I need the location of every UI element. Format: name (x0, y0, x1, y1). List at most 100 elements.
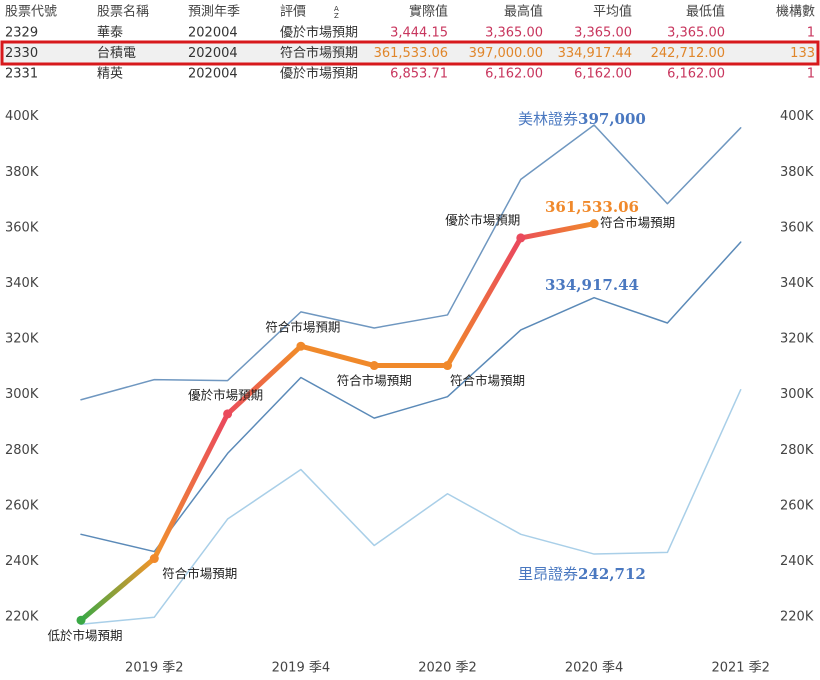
annotation: 美林證券397,000 (518, 110, 646, 128)
y2-tick-label: 260K (780, 498, 814, 513)
series-line (80, 241, 742, 553)
data-point (516, 233, 526, 243)
y-tick-label: 380K (5, 165, 39, 180)
rating-label: 符合市場預期 (600, 215, 675, 230)
column-header: 股票代號 (5, 5, 57, 20)
table-cell: 優於市場預期 (280, 25, 358, 41)
data-point (296, 341, 306, 351)
y-tick-label: 360K (5, 220, 39, 235)
y2-tick-label: 380K (780, 165, 814, 180)
annotation-value: 334,917.44 (545, 276, 639, 294)
table-cell: 2330 (5, 46, 38, 61)
rating-label: 優於市場預期 (445, 212, 520, 227)
data-point (589, 219, 599, 229)
table-cell: 1 (807, 26, 815, 41)
y2-tick-label: 240K (780, 554, 814, 569)
x-tick-label: 2020 季2 (418, 661, 477, 676)
y2-tick-label: 220K (780, 610, 814, 625)
rating-label: 優於市場預期 (188, 387, 263, 402)
table-row: 2330 台積電 202004 符合市場預期 361,533.06 397,000.00 3… (5, 45, 815, 61)
rating-label: 符合市場預期 (265, 320, 340, 335)
rating-label: 低於市場預期 (47, 628, 122, 643)
table-cell: 202004 (188, 67, 238, 82)
series-line (80, 388, 742, 626)
rating-label: 符合市場預期 (162, 566, 237, 581)
y2-tick-label: 320K (780, 332, 814, 347)
table-row: 2329 華泰 202004 優於市場預期 3,444.15 3,365.00 3,365.… (5, 25, 815, 41)
x-tick-label: 2019 季2 (125, 661, 184, 676)
data-point (223, 409, 233, 419)
table-cell: 3,365.00 (485, 26, 543, 41)
y2-tick-label: 360K (780, 220, 814, 235)
table-cell: 3,365.00 (667, 26, 725, 41)
table: 股票代號 股票名稱 預測年季 評價 實際值 最高值 平均值 最低值 機構數 2329 華泰 20200… (5, 4, 815, 82)
svg-text:A: A (334, 5, 339, 13)
table-cell: 202004 (188, 26, 238, 41)
rating-label: 符合市場預期 (450, 373, 525, 388)
table-cell: 361,533.06 (374, 46, 448, 61)
table-cell: 6,162.00 (667, 67, 725, 82)
column-header: 機構數 (776, 5, 815, 20)
y2-tick-label: 400K (780, 109, 814, 124)
table-cell: 133 (790, 46, 815, 61)
y-tick-label: 320K (5, 332, 39, 347)
x-tick-label: 2019 季4 (272, 661, 331, 676)
table-cell: 台積電 (97, 46, 136, 61)
y-tick-label: 300K (5, 387, 39, 402)
series-line (80, 124, 742, 401)
x-tick-label: 2021 季2 (711, 661, 770, 676)
sort-icon: A Z (334, 5, 339, 20)
y-tick-label: 220K (5, 610, 39, 625)
column-header: 預測年季 (188, 5, 240, 20)
data-point (443, 361, 452, 371)
annotation-value: 242,712 (578, 565, 646, 583)
y-tick-label: 260K (5, 498, 39, 513)
column-header: 最高值 (504, 4, 543, 20)
data-point (369, 361, 379, 371)
y2-tick-label: 300K (780, 387, 814, 402)
table-cell: 符合市場預期 (280, 45, 358, 61)
table-cell: 397,000.00 (469, 46, 543, 61)
table-cell: 6,162.00 (485, 67, 543, 82)
annotation-value: 397,000 (578, 110, 646, 128)
y2-tick-label: 280K (780, 443, 814, 458)
annotation: 334,917.44 (545, 276, 639, 294)
row-highlight (0, 40, 820, 66)
column-header: 實際值 (409, 4, 448, 20)
table-cell: 3,365.00 (574, 26, 632, 41)
table-cell: 202004 (188, 46, 238, 61)
table-cell: 1 (807, 67, 815, 82)
table-cell: 3,444.15 (390, 26, 448, 41)
data-point (76, 615, 86, 625)
column-header: 最低值 (686, 4, 725, 20)
table-cell: 2331 (5, 67, 38, 82)
table-cell: 精英 (97, 67, 123, 82)
y-tick-label: 340K (5, 276, 39, 291)
y-tick-label: 400K (5, 109, 39, 124)
y2-tick-label: 340K (780, 276, 814, 291)
table-cell: 334,917.44 (558, 46, 632, 61)
rating-label: 符合市場預期 (337, 373, 412, 388)
annotation-label: 美林證券 (518, 110, 578, 128)
table-cell: 優於市場預期 (280, 66, 358, 82)
y-tick-label: 240K (5, 554, 39, 569)
column-header: 評價 (280, 5, 306, 20)
table-row: 2331 精英 202004 優於市場預期 6,853.71 6,162.00 6,162.… (5, 66, 815, 82)
svg-text:Z: Z (334, 12, 339, 20)
data-point (149, 554, 159, 564)
annotation-value: 361,533.06 (545, 198, 639, 216)
series-line (78, 221, 597, 623)
table-cell: 6,853.71 (390, 67, 448, 82)
annotation: 361,533.06 (545, 198, 639, 216)
column-header: 平均值 (593, 4, 632, 20)
annotation-label: 里昂證券 (518, 565, 578, 583)
table-cell: 2329 (5, 26, 38, 41)
x-tick-label: 2020 季4 (565, 661, 624, 676)
table-cell: 華泰 (97, 26, 123, 41)
annotation: 里昂證券242,712 (518, 565, 646, 583)
column-header: 股票名稱 (97, 4, 149, 20)
table-cell: 6,162.00 (574, 67, 632, 82)
table-cell: 242,712.00 (651, 46, 725, 61)
y-tick-label: 280K (5, 443, 39, 458)
